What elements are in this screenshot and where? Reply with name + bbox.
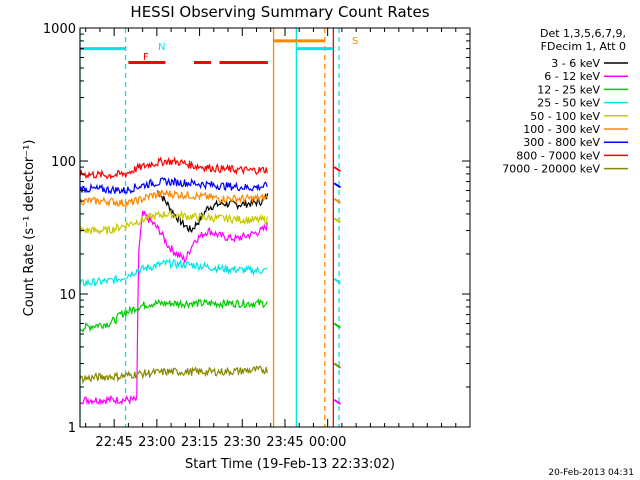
y-tick-label-1: 1 [68, 421, 76, 436]
legend-label-50-100-kev: 50 - 100 keV [530, 110, 600, 123]
tail-value-5 [333, 322, 342, 329]
x-axis: 22:45 23:00 23:15 23:30 23:45 00:00 [85, 28, 457, 450]
y-tick-label-10: 10 [59, 288, 76, 303]
series-12-25-kev [79, 297, 268, 333]
x-tick-label-23-45: 23:45 [266, 435, 303, 450]
tail-value-0 [333, 166, 342, 173]
legend-label-6-12-kev: 6 - 12 keV [544, 70, 600, 83]
legend-label-12-25-kev: 12 - 25 keV [537, 83, 600, 96]
annotation-f: F [143, 52, 149, 63]
series-25-50-kev [79, 257, 268, 287]
tail-value-2 [333, 197, 342, 204]
series-800-7000-kev [79, 156, 268, 180]
annotation-s: S [352, 36, 358, 47]
footer-date: 20-Feb-2013 04:31 [548, 468, 634, 478]
legend-label-3-6-kev: 3 - 6 keV [551, 57, 600, 70]
y-axis-label: Count Rate (s⁻¹ detector⁻¹) [22, 140, 37, 317]
legend-label-800-7000-kev: 800 - 7000 keV [516, 149, 600, 162]
annotation-n: N [158, 42, 165, 53]
tail-value-4 [333, 278, 342, 284]
legend-label-300-800-kev: 300 - 800 keV [523, 136, 600, 149]
tail-value-6 [333, 362, 342, 369]
x-axis-label: Start Time (19-Feb-13 22:33:02) [185, 457, 395, 472]
plot-frame [79, 27, 471, 428]
series-300-800-kev [79, 177, 268, 195]
x-tick-label-00-00: 00:00 [309, 435, 346, 450]
x-tick-label-23-15: 23:15 [181, 435, 218, 450]
x-tick-label-23-00: 23:00 [138, 435, 175, 450]
x-tick-label-23-30: 23:30 [224, 435, 261, 450]
tail-value-1 [333, 182, 342, 189]
tail-value-3 [333, 217, 342, 224]
series-3-6-kev [156, 190, 269, 234]
series-50-100-kev [79, 209, 268, 235]
tail-value-7 [333, 399, 342, 405]
series-100-300-kev [79, 188, 268, 210]
y-tick-label-1000: 1000 [43, 22, 76, 37]
chart-title: HESSI Observing Summary Count Rates [130, 3, 429, 21]
legend-header-0: Det 1,3,5,6,7,9, [540, 27, 626, 40]
legend-header-1: FDecim 1, Att 0 [541, 40, 626, 53]
legend-label-7000-20000-kev: 7000 - 20000 keV [502, 163, 600, 176]
series-7000-20000-kev [79, 365, 268, 385]
legend-label-25-50-kev: 25 - 50 keV [537, 97, 600, 110]
legend-label-100-300-kev: 100 - 300 keV [523, 123, 600, 136]
x-tick-label-22-45: 22:45 [95, 435, 132, 450]
plot-area: NF S [79, 28, 358, 427]
series-6-12-kev [79, 209, 268, 406]
legend: Det 1,3,5,6,7,9,FDecim 1, Att 0 3 - 6 keV… [502, 27, 628, 176]
y-axis: 1 10 100 1000 [43, 22, 470, 436]
y-tick-label-100: 100 [51, 155, 76, 170]
